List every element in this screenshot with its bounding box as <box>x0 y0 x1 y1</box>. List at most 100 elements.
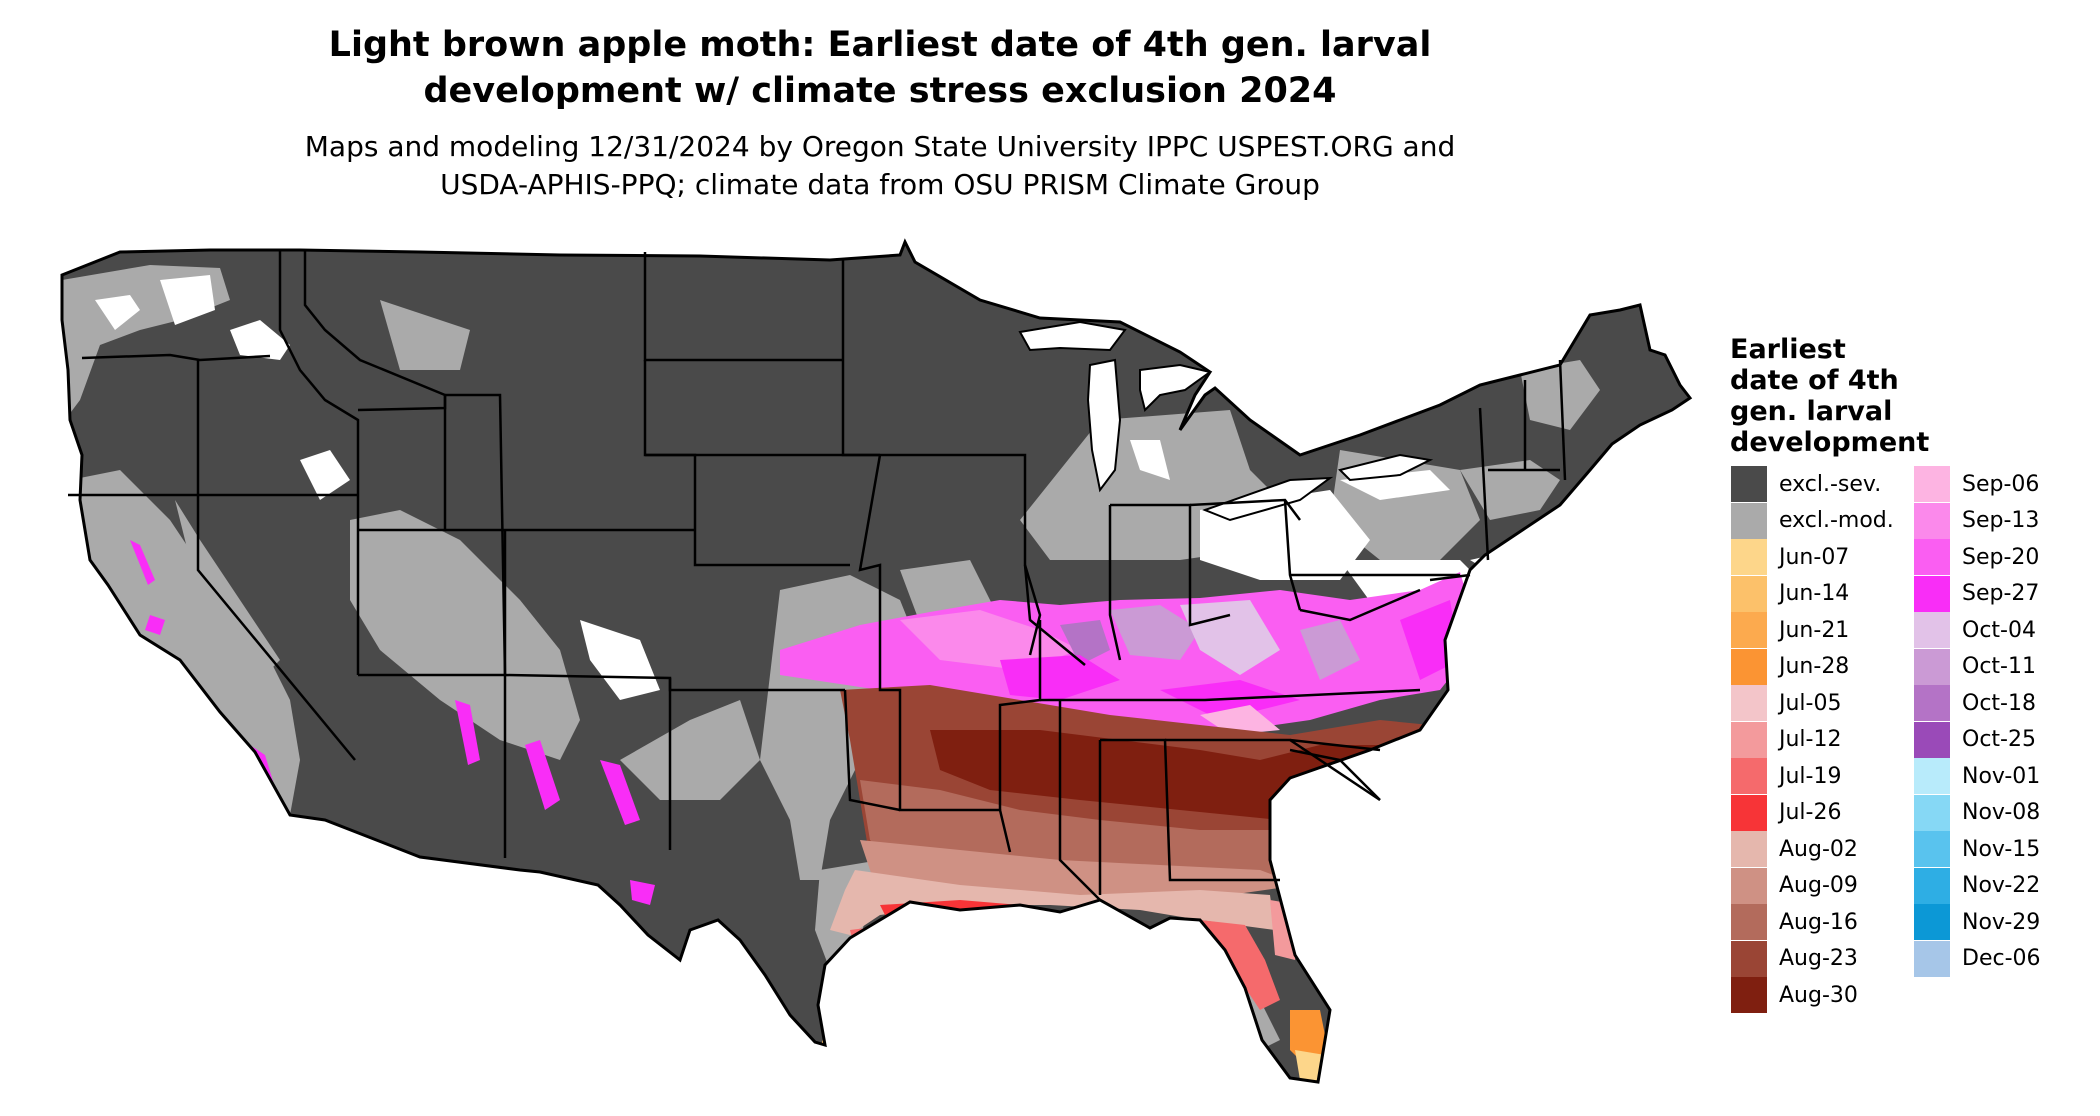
legend-swatch <box>1914 539 1950 576</box>
legend-swatch <box>1914 721 1950 758</box>
legend-label: Nov-22 <box>1962 873 2041 899</box>
legend-item: Jul-12 <box>1731 721 1931 759</box>
legend-swatch <box>1914 940 1950 977</box>
map-title: Light brown apple moth: Earliest date of… <box>0 22 1760 114</box>
legend-item: Aug-16 <box>1731 904 1931 941</box>
legend-swatch <box>1914 904 1950 941</box>
legend-item: Dec-06 <box>1914 940 2100 978</box>
legend-column-1: excl.-sev. excl.-mod. Jun-07 Jun-14 Jun-21 Ju… <box>1731 466 1931 1014</box>
legend-title-line: date of 4th <box>1730 365 1899 396</box>
legend-item: Aug-02 <box>1731 831 1931 868</box>
us-map <box>60 238 1693 1084</box>
legend-item: Oct-18 <box>1914 685 2100 722</box>
legend-item: Nov-08 <box>1914 794 2100 832</box>
legend-item: Jun-28 <box>1731 648 1931 686</box>
map-title-line-1: Light brown apple moth: Earliest date of… <box>328 25 1432 65</box>
legend-swatch <box>1914 502 1950 539</box>
legend-label: Jun-07 <box>1779 544 1850 570</box>
legend-item: excl.-sev. <box>1731 466 1931 503</box>
legend-label: Aug-02 <box>1779 836 1858 862</box>
legend-item: Jun-21 <box>1731 612 1931 649</box>
legend-swatch <box>1731 685 1767 722</box>
legend-label: Oct-11 <box>1962 654 2036 680</box>
legend-swatch <box>1731 867 1767 904</box>
legend-label: Jul-26 <box>1779 800 1842 826</box>
legend-label: Aug-23 <box>1779 946 1858 972</box>
legend-label: Jun-28 <box>1779 654 1850 680</box>
legend-label: Oct-25 <box>1962 727 2036 753</box>
legend-swatch <box>1914 466 1950 503</box>
legend-swatch <box>1914 612 1950 649</box>
legend-item: Jun-07 <box>1731 539 1931 576</box>
legend-item: Nov-15 <box>1914 831 2100 868</box>
legend-item: Sep-27 <box>1914 575 2100 613</box>
legend-label: Sep-06 <box>1962 471 2040 497</box>
legend-title: Earliest date of 4th gen. larval develop… <box>1730 334 2060 458</box>
legend-label: Jul-05 <box>1779 690 1842 716</box>
legend-label: Jul-12 <box>1779 727 1842 753</box>
legend-label: Nov-01 <box>1962 763 2041 789</box>
legend-item: Aug-30 <box>1731 977 1931 1014</box>
legend-item: Jun-14 <box>1731 575 1931 613</box>
legend-swatch <box>1914 794 1950 831</box>
legend-item: Jul-26 <box>1731 794 1931 832</box>
legend-swatch <box>1731 648 1767 685</box>
legend-swatch <box>1731 721 1767 758</box>
legend-label: Jun-21 <box>1779 617 1850 643</box>
legend-item: Sep-06 <box>1914 466 2100 503</box>
legend-item: Sep-20 <box>1914 539 2100 576</box>
legend-swatch <box>1731 977 1767 1014</box>
legend-swatch <box>1914 685 1950 722</box>
legend-item: Jul-19 <box>1731 758 1931 795</box>
legend-label: Aug-09 <box>1779 873 1858 899</box>
legend-label: Sep-20 <box>1962 544 2040 570</box>
legend-swatch <box>1914 758 1950 795</box>
legend-item: Aug-23 <box>1731 940 1931 978</box>
legend-label: Sep-13 <box>1962 508 2040 534</box>
legend-swatch <box>1914 648 1950 685</box>
legend-label: Oct-18 <box>1962 690 2036 716</box>
legend-label: excl.-mod. <box>1779 508 1894 534</box>
legend-swatch <box>1731 466 1767 503</box>
legend-item: Oct-25 <box>1914 721 2100 759</box>
legend-swatch <box>1731 539 1767 576</box>
legend-item: Nov-29 <box>1914 904 2100 941</box>
legend-item: Jul-05 <box>1731 685 1931 722</box>
legend-label: Nov-15 <box>1962 836 2041 862</box>
legend-swatch <box>1914 575 1950 612</box>
legend-label: Nov-08 <box>1962 800 2041 826</box>
legend-swatch <box>1731 502 1767 539</box>
legend-label: Jun-14 <box>1779 581 1850 607</box>
legend-label: Oct-04 <box>1962 617 2036 643</box>
legend-label: Aug-16 <box>1779 909 1858 935</box>
map-subtitle: Maps and modeling 12/31/2024 by Oregon S… <box>0 128 1760 204</box>
state-boundaries <box>68 250 1567 901</box>
map-title-line-2: development w/ climate stress exclusion … <box>423 71 1337 111</box>
legend-swatch <box>1731 904 1767 941</box>
legend-swatch <box>1731 758 1767 795</box>
legend-label: Aug-30 <box>1779 982 1858 1008</box>
legend-item: Oct-11 <box>1914 648 2100 686</box>
legend-title-line: gen. larval <box>1730 396 1893 427</box>
legend-swatch <box>1731 575 1767 612</box>
legend-swatch <box>1914 867 1950 904</box>
legend-item: Sep-13 <box>1914 502 2100 540</box>
legend-title-line: development <box>1730 427 1930 458</box>
legend-label: Sep-27 <box>1962 581 2040 607</box>
great-lakes <box>1018 320 1434 522</box>
legend-item: excl.-mod. <box>1731 502 1931 540</box>
legend-label: Jul-19 <box>1779 763 1842 789</box>
legend-item: Oct-04 <box>1914 612 2100 649</box>
us-outline <box>60 238 1693 1084</box>
legend-swatch <box>1731 831 1767 868</box>
legend-title-line: Earliest <box>1730 334 1846 365</box>
map-subtitle-line-2: USDA-APHIS-PPQ; climate data from OSU PR… <box>440 168 1320 201</box>
legend-item: Nov-22 <box>1914 867 2100 905</box>
legend-swatch <box>1731 940 1767 977</box>
legend-label: Dec-06 <box>1962 946 2041 972</box>
legend-label: Nov-29 <box>1962 909 2041 935</box>
map-subtitle-line-1: Maps and modeling 12/31/2024 by Oregon S… <box>304 130 1456 163</box>
legend-label: excl.-sev. <box>1779 471 1882 497</box>
legend-swatch <box>1914 831 1950 868</box>
legend-swatch <box>1731 794 1767 831</box>
